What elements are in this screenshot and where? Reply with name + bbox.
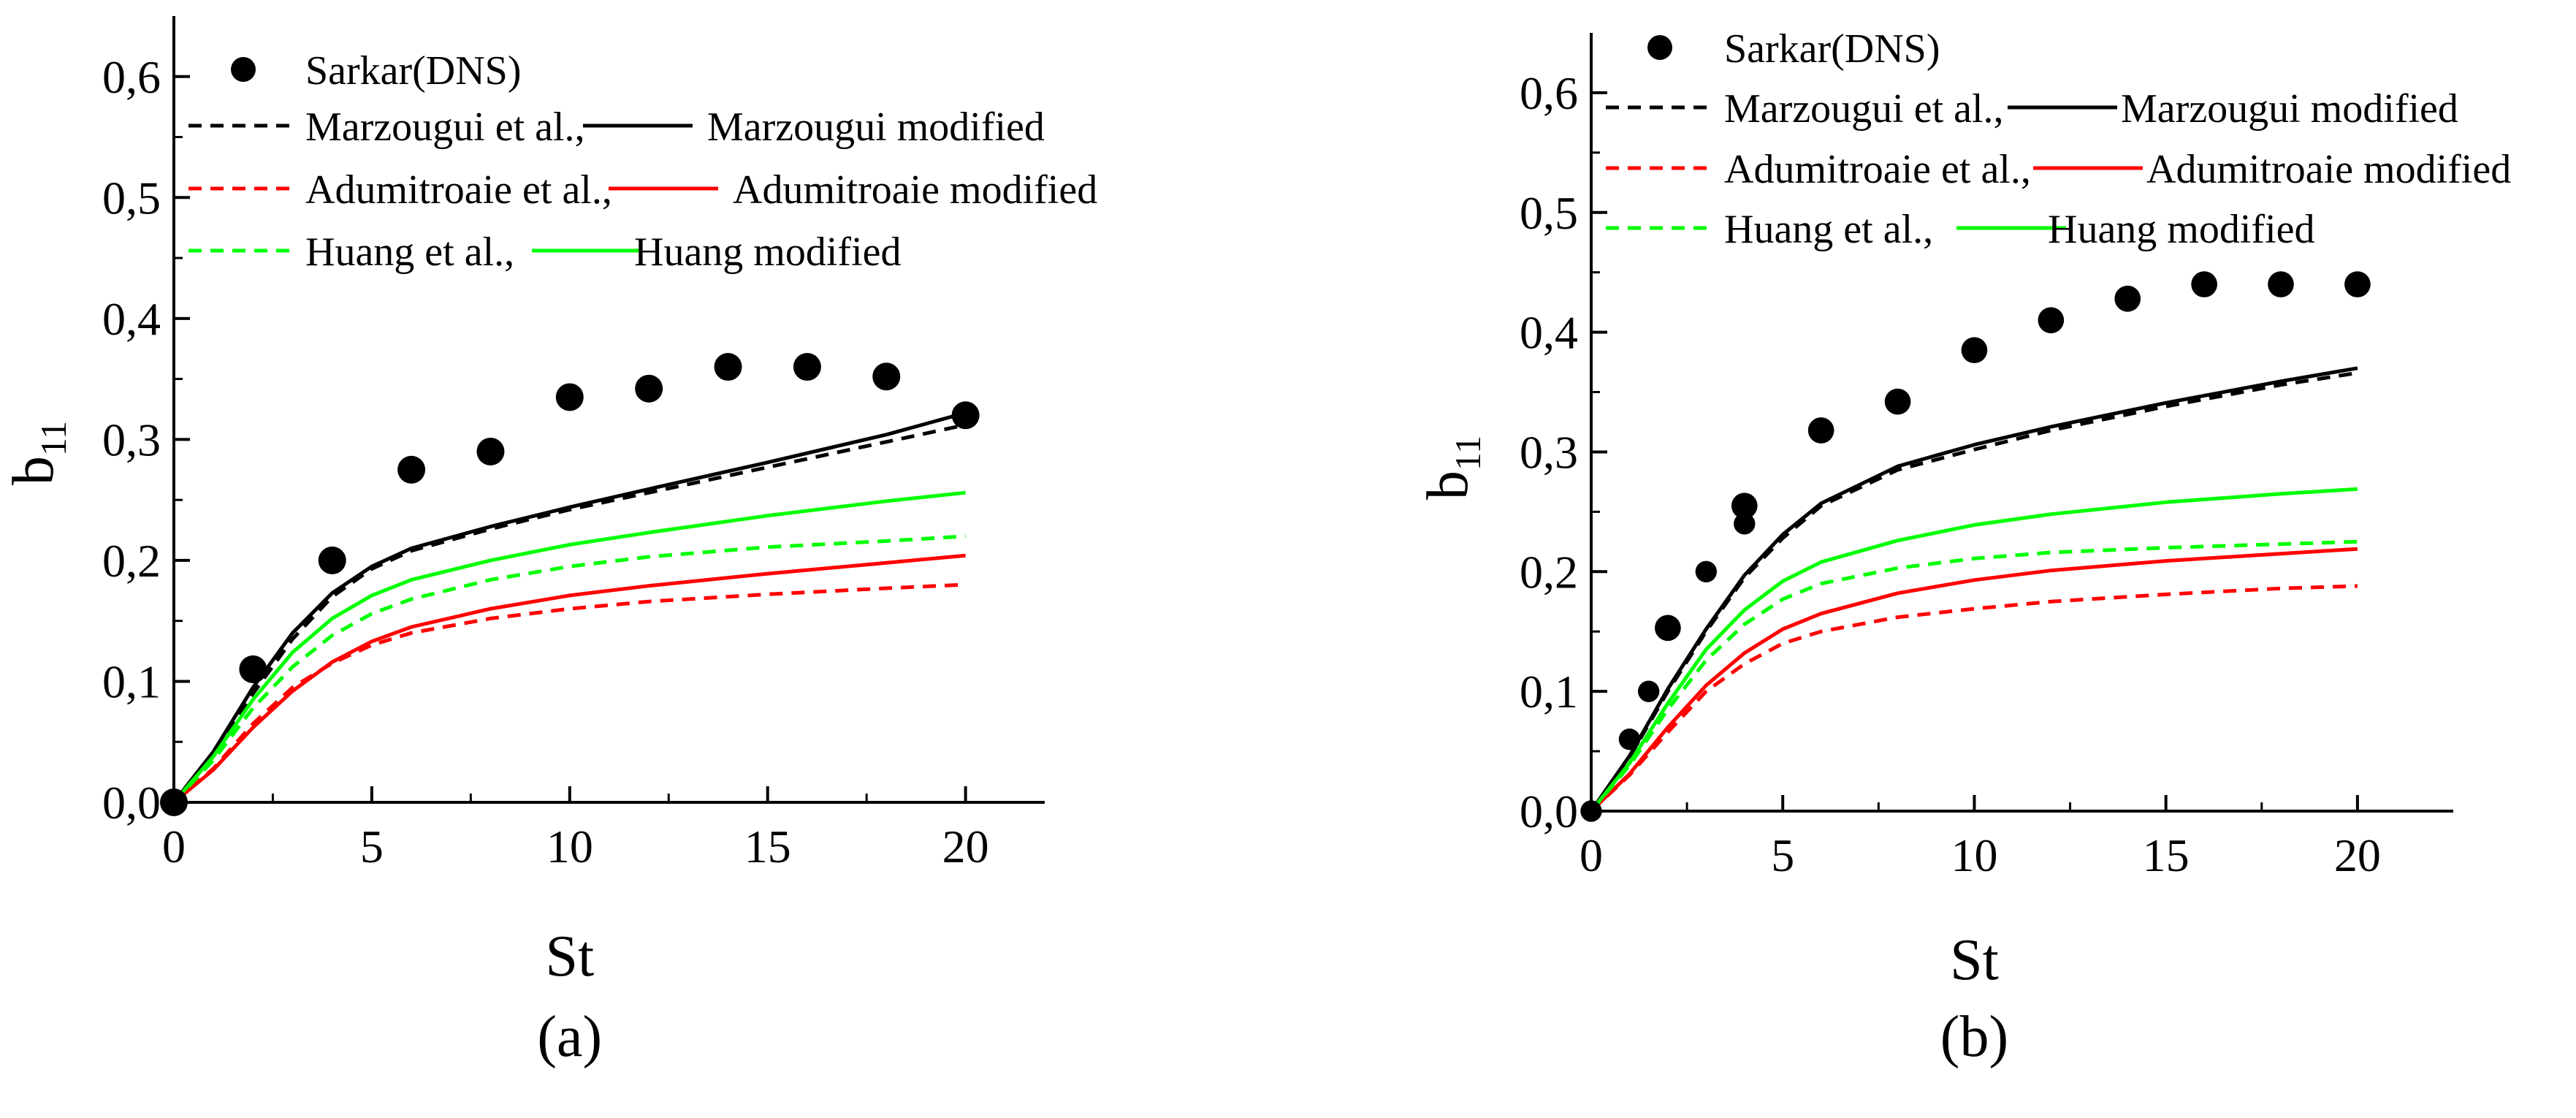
panel-label: (b) — [1940, 1005, 2008, 1069]
y-tick-label: 0,1 — [1520, 666, 1578, 718]
series-line — [172, 553, 966, 804]
dns-point — [476, 437, 505, 465]
x-tick-label: 20 — [942, 821, 989, 872]
dns-point — [2114, 285, 2141, 312]
dns-point — [2038, 307, 2065, 334]
legend-label: Marzougui et al., — [305, 104, 585, 150]
y-axis-label-base: b — [1, 456, 66, 485]
x-tick-label: 0 — [162, 821, 186, 872]
y-tick-label: 0,6 — [102, 51, 161, 103]
x-tick-label: 10 — [1951, 829, 1997, 881]
series-line — [1590, 547, 2358, 813]
dns-point — [239, 655, 267, 683]
series-line — [1589, 366, 2358, 813]
legend-dns-marker — [1647, 35, 1672, 60]
y-axis-label-subscript: 11 — [1447, 436, 1488, 471]
x-tick-label: 20 — [2334, 829, 2381, 881]
legend-label: Huang et al., — [1724, 207, 1933, 252]
y-tick-label: 0,0 — [1520, 786, 1578, 837]
dns-point — [1961, 337, 1988, 364]
legend-label: Marzougui et al., — [1724, 86, 2004, 132]
dns-point — [872, 362, 901, 391]
y-tick-label: 0,2 — [102, 535, 161, 587]
legend-label: Sarkar(DNS) — [1724, 26, 1940, 72]
y-tick-label: 0,1 — [102, 655, 161, 707]
y-tick-label: 0,6 — [1520, 67, 1578, 119]
dns-point — [1807, 417, 1834, 444]
y-axis-label-base: b — [1416, 471, 1480, 500]
dns-point — [397, 455, 426, 484]
dns-point — [318, 546, 346, 574]
x-tick-label: 5 — [1771, 829, 1794, 881]
legend-label: Marzougui modified — [2121, 86, 2458, 132]
series-line — [172, 490, 966, 804]
dns-point — [793, 353, 821, 381]
dns-point — [1731, 493, 1758, 520]
dns-point — [714, 353, 742, 381]
legend-label: Adumitroaie modified — [2146, 147, 2511, 192]
y-tick-label: 0,3 — [1520, 426, 1578, 478]
legend-label: Marzougui modified — [707, 104, 1045, 150]
legend-label: Huang modified — [634, 229, 901, 275]
y-tick-label: 0,2 — [1520, 546, 1578, 598]
x-axis-label: St — [545, 924, 594, 989]
series-line — [172, 534, 966, 804]
dns-point — [1695, 560, 1718, 583]
x-tick-label: 0 — [1579, 829, 1603, 881]
legend-label: Sarkar(DNS) — [305, 48, 521, 94]
series-line — [172, 411, 967, 804]
x-tick-label: 10 — [546, 821, 593, 872]
dns-point — [160, 788, 188, 816]
dns-point — [2344, 271, 2371, 297]
series-line — [172, 423, 967, 804]
y-tick-label: 0,0 — [102, 777, 161, 829]
legend-label: Huang et al., — [305, 229, 514, 275]
x-tick-label: 15 — [2143, 829, 2190, 881]
dns-point — [1734, 513, 1756, 535]
dns-point — [1618, 728, 1641, 750]
dns-point — [2191, 271, 2217, 297]
series-line — [1590, 584, 2358, 813]
y-tick-label: 0,5 — [1520, 187, 1578, 239]
legend-label: Huang modified — [2048, 207, 2314, 252]
legend-label: Adumitroaie et al., — [305, 167, 612, 213]
chart-panel-a: 0,0 0,1 0,2 0,3 0,4 0,5 0,6 0 5 10 15 20 Sarkar(DNS)… — [1, 16, 1097, 1069]
series-line — [1590, 487, 2358, 813]
dns-point — [951, 401, 980, 430]
chart-panel-b: 0,0 0,1 0,2 0,3 0,4 0,5 0,6 0 5 10 15 20 Sarkar(DNS)… — [1416, 26, 2511, 1069]
y-axis-label: b11 — [1416, 436, 1488, 500]
y-tick-label: 0,4 — [1520, 307, 1578, 359]
dns-point — [635, 374, 663, 403]
series-line — [172, 582, 966, 804]
legend-dns-marker — [231, 57, 256, 82]
x-axis-label: St — [1950, 928, 1999, 992]
x-tick-label: 5 — [360, 821, 384, 872]
series-line — [1590, 539, 2358, 813]
dns-point — [1884, 388, 1911, 415]
legend-label: Adumitroaie modified — [733, 167, 1097, 213]
dns-point — [555, 383, 584, 411]
dns-point — [1637, 680, 1660, 702]
dns-point — [2268, 271, 2294, 297]
panel-label: (a) — [537, 1005, 602, 1069]
legend-label: Adumitroaie et al., — [1724, 147, 2031, 192]
y-tick-label: 0,4 — [102, 293, 161, 345]
y-axis-label-subscript: 11 — [33, 421, 74, 456]
y-tick-label: 0,3 — [102, 414, 161, 465]
dns-point — [1580, 800, 1602, 822]
dns-point — [1655, 615, 1681, 642]
y-axis-label: b11 — [1, 421, 74, 485]
x-tick-label: 15 — [744, 821, 791, 872]
series-line — [1589, 370, 2358, 813]
y-tick-label: 0,5 — [102, 172, 161, 224]
